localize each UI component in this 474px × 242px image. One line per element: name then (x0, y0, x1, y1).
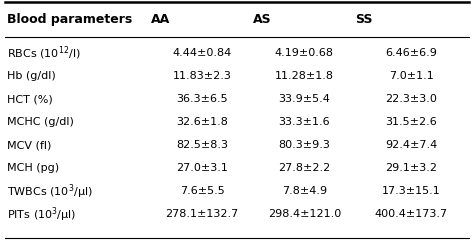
Text: AA: AA (151, 13, 170, 25)
Text: 7.6±5.5: 7.6±5.5 (180, 186, 225, 197)
Text: Hb (g/dl): Hb (g/dl) (7, 71, 56, 81)
Text: AS: AS (253, 13, 272, 25)
Text: 33.3±1.6: 33.3±1.6 (279, 117, 330, 128)
Text: 92.4±7.4: 92.4±7.4 (385, 140, 438, 151)
Text: HCT (%): HCT (%) (7, 94, 53, 104)
Text: 22.3±3.0: 22.3±3.0 (385, 94, 437, 104)
Text: 11.83±2.3: 11.83±2.3 (173, 71, 232, 81)
Text: Blood parameters: Blood parameters (7, 13, 132, 25)
Text: 7.0±1.1: 7.0±1.1 (389, 71, 434, 81)
Text: 11.28±1.8: 11.28±1.8 (275, 71, 334, 81)
Text: 400.4±173.7: 400.4±173.7 (374, 209, 448, 219)
Text: MCHC (g/dl): MCHC (g/dl) (7, 117, 74, 128)
Text: 27.8±2.2: 27.8±2.2 (278, 163, 330, 174)
Text: 6.46±6.9: 6.46±6.9 (385, 48, 437, 58)
Text: 4.44±0.84: 4.44±0.84 (173, 48, 232, 58)
Text: 29.1±3.2: 29.1±3.2 (385, 163, 437, 174)
Text: SS: SS (356, 13, 373, 25)
Text: 27.0±3.1: 27.0±3.1 (176, 163, 228, 174)
Text: 36.3±6.5: 36.3±6.5 (176, 94, 228, 104)
Text: MCH (pg): MCH (pg) (7, 163, 59, 174)
Text: 298.4±121.0: 298.4±121.0 (268, 209, 341, 219)
Text: 17.3±15.1: 17.3±15.1 (382, 186, 440, 197)
Text: RBCs (10$^{12}$/l): RBCs (10$^{12}$/l) (7, 45, 81, 62)
Text: 4.19±0.68: 4.19±0.68 (275, 48, 334, 58)
Text: 33.9±5.4: 33.9±5.4 (278, 94, 330, 104)
Text: MCV (fl): MCV (fl) (7, 140, 52, 151)
Text: 82.5±8.3: 82.5±8.3 (176, 140, 228, 151)
Text: 278.1±132.7: 278.1±132.7 (165, 209, 239, 219)
Text: 32.6±1.8: 32.6±1.8 (176, 117, 228, 128)
Text: TWBCs (10$^{3}$/μl): TWBCs (10$^{3}$/μl) (7, 182, 93, 201)
Text: 31.5±2.6: 31.5±2.6 (385, 117, 437, 128)
Text: 80.3±9.3: 80.3±9.3 (278, 140, 330, 151)
Text: 7.8±4.9: 7.8±4.9 (282, 186, 327, 197)
Text: PITs (10$^{3}$/μl): PITs (10$^{3}$/μl) (7, 205, 76, 224)
